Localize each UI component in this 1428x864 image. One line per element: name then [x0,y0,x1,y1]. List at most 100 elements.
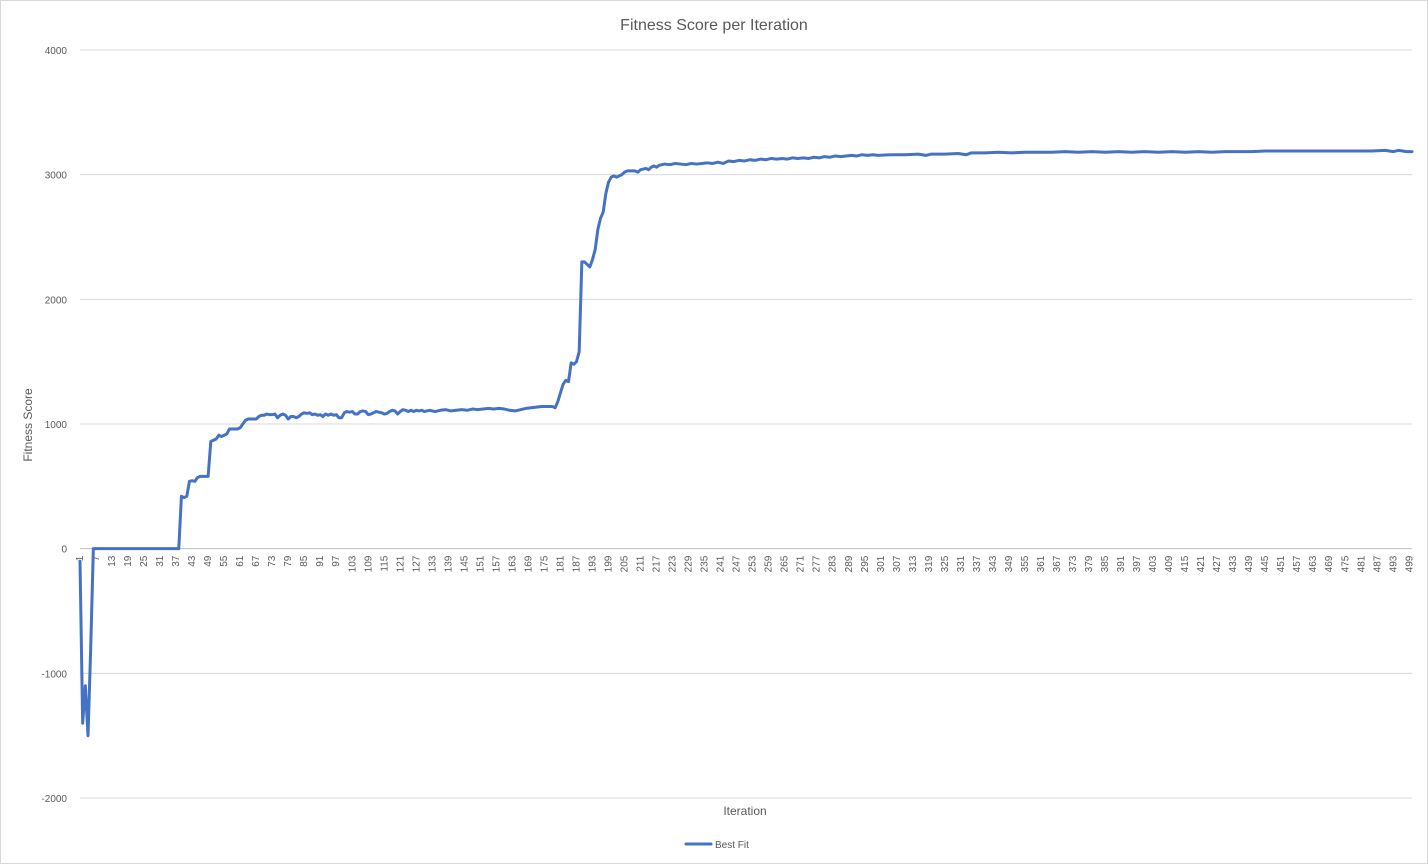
x-tick-label: 409 [1164,555,1175,572]
x-tick-label: 313 [908,555,919,572]
x-tick-label: 493 [1388,555,1399,572]
x-tick-label: 319 [924,555,935,572]
x-tick-label: 283 [828,555,839,572]
x-tick-label: 37 [171,555,182,567]
x-tick-label: 61 [235,555,246,567]
y-tick-label: -2000 [41,794,67,805]
x-tick-label: 19 [123,555,134,567]
x-tick-label: 25 [139,555,150,567]
x-tick-label: 289 [844,555,855,572]
x-tick-label: 307 [892,555,903,572]
y-tick-label: 0 [61,545,67,556]
x-tick-label: 49 [203,555,214,567]
x-tick-label: 1 [75,555,86,561]
y-axis: -2000 -1000 0 1000 2000 3000 4000 [41,46,67,805]
y-tick-label: 4000 [45,46,68,57]
x-axis-title: Iteration [723,804,766,818]
x-tick-label: 379 [1084,555,1095,572]
x-tick-label: 445 [1260,555,1271,572]
x-tick-label: 223 [668,555,679,572]
x-tick-label: 103 [347,555,358,572]
x-tick-label: 151 [475,555,486,572]
x-tick-label: 163 [507,555,518,572]
x-tick-label: 253 [748,555,759,572]
x-tick-label: 97 [331,555,342,567]
x-tick-label: 457 [1292,555,1303,572]
x-tick-label: 205 [620,555,631,572]
x-tick-label: 217 [652,555,663,572]
x-tick-label: 7 [91,555,102,561]
x-tick-label: 13 [107,555,118,567]
x-tick-label: 301 [876,555,887,572]
x-tick-label: 385 [1100,555,1111,572]
x-tick-label: 85 [299,555,310,567]
x-tick-label: 475 [1340,555,1351,572]
x-tick-label: 43 [187,555,198,567]
y-tick-label: 2000 [45,295,68,306]
x-tick-label: 145 [459,555,470,572]
x-tick-label: 343 [988,555,999,572]
x-tick-label: 487 [1372,555,1383,572]
x-tick-label: 181 [555,555,566,572]
x-tick-label: 55 [219,555,230,567]
x-tick-label: 169 [523,555,534,572]
x-tick-label: 193 [588,555,599,572]
x-tick-label: 211 [636,555,647,571]
x-tick-labels: 1 7 13 19 25 31 37 43 49 55 61 67 73 79 85 91 97 103 109 11… [75,555,1415,572]
x-tick-label: 481 [1356,555,1367,572]
x-tick-label: 241 [716,555,727,572]
x-tick-label: 79 [283,555,294,567]
x-tick-label: 451 [1276,555,1287,572]
x-tick-label: 31 [155,555,166,567]
x-tick-label: 361 [1036,555,1047,572]
x-tick-label: 265 [780,555,791,572]
x-tick-label: 259 [764,555,775,572]
x-tick-label: 355 [1020,555,1031,572]
x-tick-label: 367 [1052,555,1063,572]
x-tick-label: 397 [1132,555,1143,572]
x-tick-label: 277 [812,555,823,572]
x-tick-label: 175 [539,555,550,572]
x-tick-label: 139 [443,555,454,572]
x-tick-label: 115 [379,555,390,571]
x-tick-label: 157 [491,555,502,572]
x-tick-label: 463 [1308,555,1319,572]
x-tick-label: 469 [1324,555,1335,572]
series-line-0 [78,148,1414,738]
x-tick-label: 109 [363,555,374,572]
legend-label-best-fit: Best Fit [715,840,749,851]
x-tick-label: 439 [1244,555,1255,572]
x-tick-label: 229 [684,555,695,572]
x-tick-label: 325 [940,555,951,572]
series-lines [78,148,1414,738]
x-tick-label: 121 [395,555,406,572]
x-tick-label: 433 [1228,555,1239,572]
chart-title: Fitness Score per Iteration [620,17,808,34]
x-tick-label: 391 [1116,555,1127,572]
x-tick-label: 235 [700,555,711,572]
x-tick-label: 91 [315,555,326,567]
y-axis-title: Fitness Score [21,388,35,462]
x-tick-label: 499 [1404,555,1415,572]
x-tick-label: 421 [1196,555,1207,572]
y-tick-label: 3000 [45,171,68,182]
x-tick-label: 67 [251,555,262,567]
x-tick-label: 199 [604,555,615,572]
x-tick-label: 133 [427,555,438,572]
x-tick-label: 127 [411,555,422,572]
x-tick-label: 427 [1212,555,1223,572]
y-tick-label: 1000 [45,420,68,431]
x-tick-label: 373 [1068,555,1079,572]
gridlines [80,49,1412,799]
x-tick-label: 403 [1148,555,1159,572]
x-tick-label: 349 [1004,555,1015,572]
x-tick-label: 73 [267,555,278,567]
x-tick-label: 331 [956,555,967,572]
y-tick-label: -1000 [41,669,67,680]
x-tick-label: 295 [860,555,871,572]
x-tick-label: 415 [1180,555,1191,572]
legend: Best Fit [684,840,749,851]
x-tick-label: 271 [796,555,807,572]
